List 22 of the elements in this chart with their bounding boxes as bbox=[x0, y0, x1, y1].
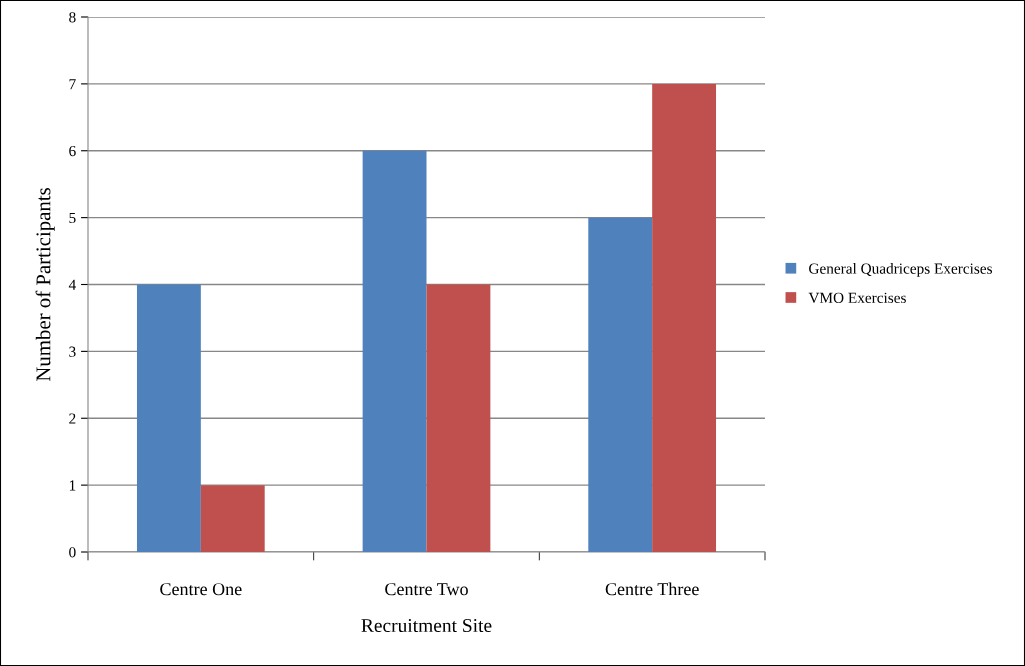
x-axis-title: Recruitment Site bbox=[361, 618, 492, 633]
y-tick-label: 1 bbox=[69, 480, 76, 491]
y-tick-label: 3 bbox=[69, 346, 76, 357]
bar bbox=[588, 217, 653, 552]
legend-label: VMO Exercises bbox=[808, 292, 906, 304]
bar bbox=[200, 485, 265, 552]
y-tick-label: 7 bbox=[69, 79, 76, 90]
bar bbox=[426, 284, 491, 552]
y-tick-label: 2 bbox=[69, 413, 76, 424]
x-tick-label: Centre Three bbox=[605, 582, 699, 596]
bar bbox=[136, 284, 201, 552]
x-tick-label: Centre Two bbox=[385, 583, 468, 596]
y-axis-title: Number of Participants bbox=[35, 188, 55, 382]
y-tick-label: 8 bbox=[69, 12, 76, 23]
bar bbox=[362, 150, 427, 552]
bar bbox=[652, 83, 717, 552]
y-tick-label: 0 bbox=[69, 547, 76, 558]
y-tick-label: 5 bbox=[69, 212, 76, 224]
y-tick-label: 6 bbox=[69, 145, 76, 157]
legend-label: General Quadriceps Exercises bbox=[809, 263, 992, 277]
y-tick-label: 4 bbox=[68, 279, 76, 290]
x-tick-label: Centre One bbox=[160, 583, 242, 596]
